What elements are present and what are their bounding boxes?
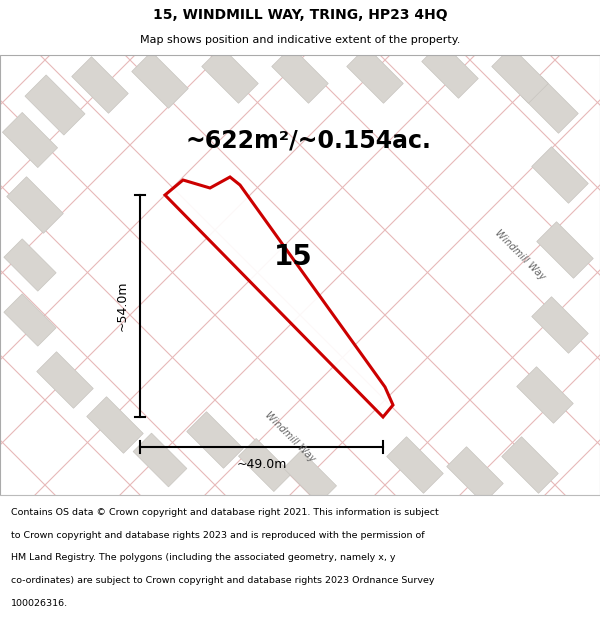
- Polygon shape: [522, 77, 578, 133]
- Text: Contains OS data © Crown copyright and database right 2021. This information is : Contains OS data © Crown copyright and d…: [11, 508, 439, 517]
- Text: Map shows position and indicative extent of the property.: Map shows position and indicative extent…: [140, 34, 460, 44]
- Polygon shape: [272, 47, 328, 103]
- Polygon shape: [37, 352, 93, 408]
- Polygon shape: [283, 451, 337, 504]
- Polygon shape: [4, 294, 56, 346]
- Polygon shape: [537, 222, 593, 278]
- Text: ~49.0m: ~49.0m: [236, 459, 287, 471]
- Polygon shape: [532, 147, 588, 203]
- Text: ~622m²/~0.154ac.: ~622m²/~0.154ac.: [185, 128, 431, 152]
- Polygon shape: [165, 177, 393, 417]
- Text: HM Land Registry. The polygons (including the associated geometry, namely x, y: HM Land Registry. The polygons (includin…: [11, 554, 395, 562]
- Polygon shape: [517, 367, 573, 423]
- Polygon shape: [132, 52, 188, 108]
- Text: co-ordinates) are subject to Crown copyright and database rights 2023 Ordnance S: co-ordinates) are subject to Crown copyr…: [11, 576, 434, 585]
- Polygon shape: [347, 47, 403, 103]
- Polygon shape: [7, 177, 63, 233]
- Polygon shape: [238, 439, 292, 491]
- Polygon shape: [133, 433, 187, 487]
- Text: to Crown copyright and database rights 2023 and is reproduced with the permissio: to Crown copyright and database rights 2…: [11, 531, 424, 540]
- Text: ~54.0m: ~54.0m: [115, 281, 128, 331]
- Text: 15: 15: [274, 242, 313, 271]
- Polygon shape: [502, 437, 558, 493]
- Polygon shape: [202, 47, 258, 103]
- Polygon shape: [25, 75, 85, 135]
- Polygon shape: [492, 47, 548, 103]
- Polygon shape: [4, 239, 56, 291]
- Polygon shape: [87, 397, 143, 453]
- Polygon shape: [2, 112, 58, 168]
- Text: Windmill Way: Windmill Way: [493, 228, 547, 282]
- Text: 100026316.: 100026316.: [11, 599, 68, 608]
- Polygon shape: [387, 437, 443, 493]
- Polygon shape: [447, 447, 503, 503]
- Text: 15, WINDMILL WAY, TRING, HP23 4HQ: 15, WINDMILL WAY, TRING, HP23 4HQ: [152, 8, 448, 22]
- Polygon shape: [532, 297, 588, 353]
- Polygon shape: [422, 42, 478, 98]
- Polygon shape: [187, 412, 243, 468]
- Text: Windmill Way: Windmill Way: [263, 410, 317, 464]
- Polygon shape: [72, 57, 128, 113]
